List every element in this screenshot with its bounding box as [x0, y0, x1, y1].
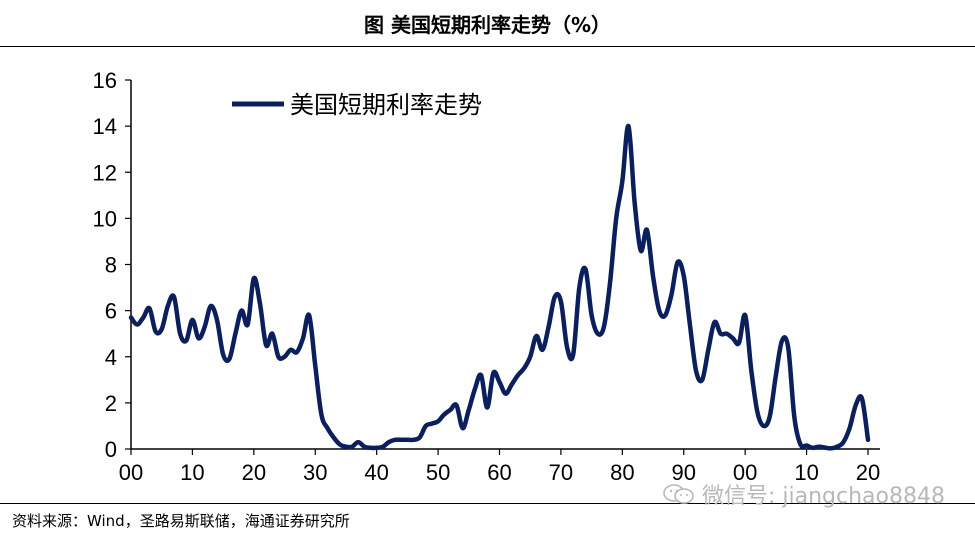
x-tick-label: 10	[180, 460, 204, 485]
x-tick-label: 80	[610, 460, 634, 485]
x-tick-label: 40	[364, 460, 388, 485]
y-tick-label: 4	[105, 345, 117, 370]
series-layer	[128, 123, 871, 451]
series-line	[128, 123, 871, 451]
title-rule	[0, 46, 975, 47]
y-tick-label: 8	[105, 253, 117, 278]
x-tick-label: 60	[487, 460, 511, 485]
x-tick-label: 70	[549, 460, 573, 485]
y-tick-label: 12	[93, 160, 117, 185]
wechat-icon	[663, 484, 694, 504]
chart-title: 图 美国短期利率走势（%）	[363, 12, 611, 37]
x-tick-label: 20	[242, 460, 266, 485]
x-tick-label: 00	[119, 460, 143, 485]
y-tick-label: 0	[105, 437, 117, 462]
watermark-text: 微信号: jiangchao8848	[702, 484, 945, 509]
x-tick-label: 30	[303, 460, 327, 485]
y-tick-label: 6	[105, 299, 117, 324]
legend-label: 美国短期利率走势	[290, 91, 482, 119]
y-tick-label: 2	[105, 391, 117, 416]
chart-ticks: 0 2 4 6 8 10 12 14 16 00 10 20 30 40 50 60 70 80 90 00 10 20	[93, 68, 881, 485]
y-tick-label: 16	[93, 68, 117, 93]
x-tick-label: 90	[672, 460, 696, 485]
source-note: 资料来源：Wind，圣路易斯联储，海通证券研究所	[12, 512, 350, 530]
y-tick-label: 10	[93, 206, 117, 231]
x-tick-label: 10	[794, 460, 818, 485]
legend: 美国短期利率走势	[232, 91, 482, 119]
y-tick-label: 14	[93, 114, 117, 139]
x-tick-label: 50	[426, 460, 450, 485]
footer-rule	[0, 503, 975, 504]
x-tick-label: 20	[856, 460, 880, 485]
x-tick-label: 00	[733, 460, 757, 485]
watermark: 微信号: jiangchao8848	[662, 478, 945, 510]
